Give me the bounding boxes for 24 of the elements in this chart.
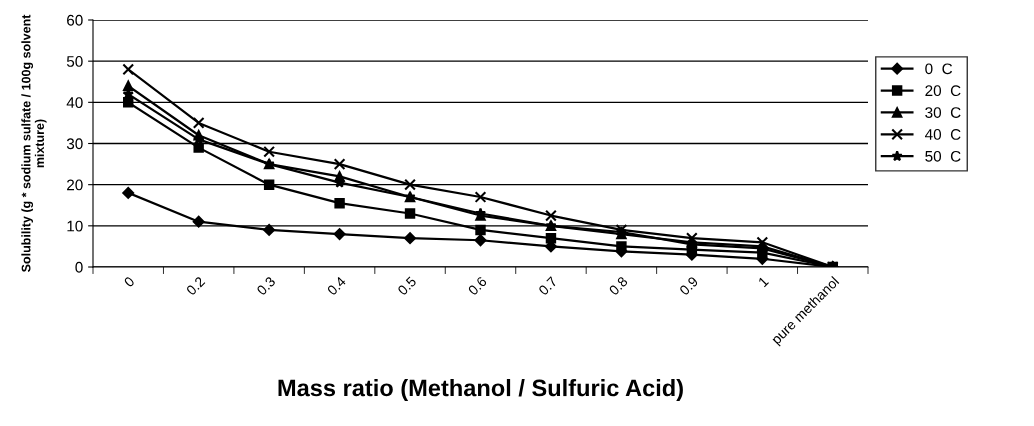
y-tick-label: 60 bbox=[67, 14, 83, 26]
x-tick-label: 0.8 bbox=[608, 276, 629, 296]
x-tick-label: 0.2 bbox=[185, 276, 206, 296]
y-tick-label: 10 bbox=[67, 220, 83, 232]
x-tick-label: 0.4 bbox=[326, 275, 347, 296]
legend-label: 40 C bbox=[924, 129, 961, 140]
legend-label: 30 C bbox=[925, 107, 961, 118]
y-tick-label: 50 bbox=[66, 56, 83, 67]
x-tick-label: 0.6 bbox=[467, 276, 488, 296]
x-axis-title: Mass ratio (Methanol / Sulfuric Acid) bbox=[278, 378, 683, 402]
x-tick-label: 0 bbox=[123, 275, 136, 288]
x-tick-label: 0.9 bbox=[678, 276, 699, 296]
x-tick-label: 0.3 bbox=[256, 276, 276, 296]
x-tick-label: 0.5 bbox=[397, 276, 417, 296]
legend-label: 20 C bbox=[925, 85, 961, 97]
y-tick-label: 20 bbox=[67, 179, 83, 191]
legend-label: 0 C bbox=[925, 63, 953, 75]
x-tick-label: 1 bbox=[757, 276, 769, 288]
y-axis-title: Solubility (g * sodium sulfate / 100g solvent mixture) bbox=[21, 14, 47, 272]
y-tick-label: 40 bbox=[66, 97, 83, 109]
y-tick-label: 30 bbox=[66, 138, 83, 150]
legend-label: 50 C bbox=[925, 150, 961, 162]
x-tick-label: 0.7 bbox=[537, 276, 558, 296]
y-tick-label: 0 bbox=[75, 261, 83, 273]
